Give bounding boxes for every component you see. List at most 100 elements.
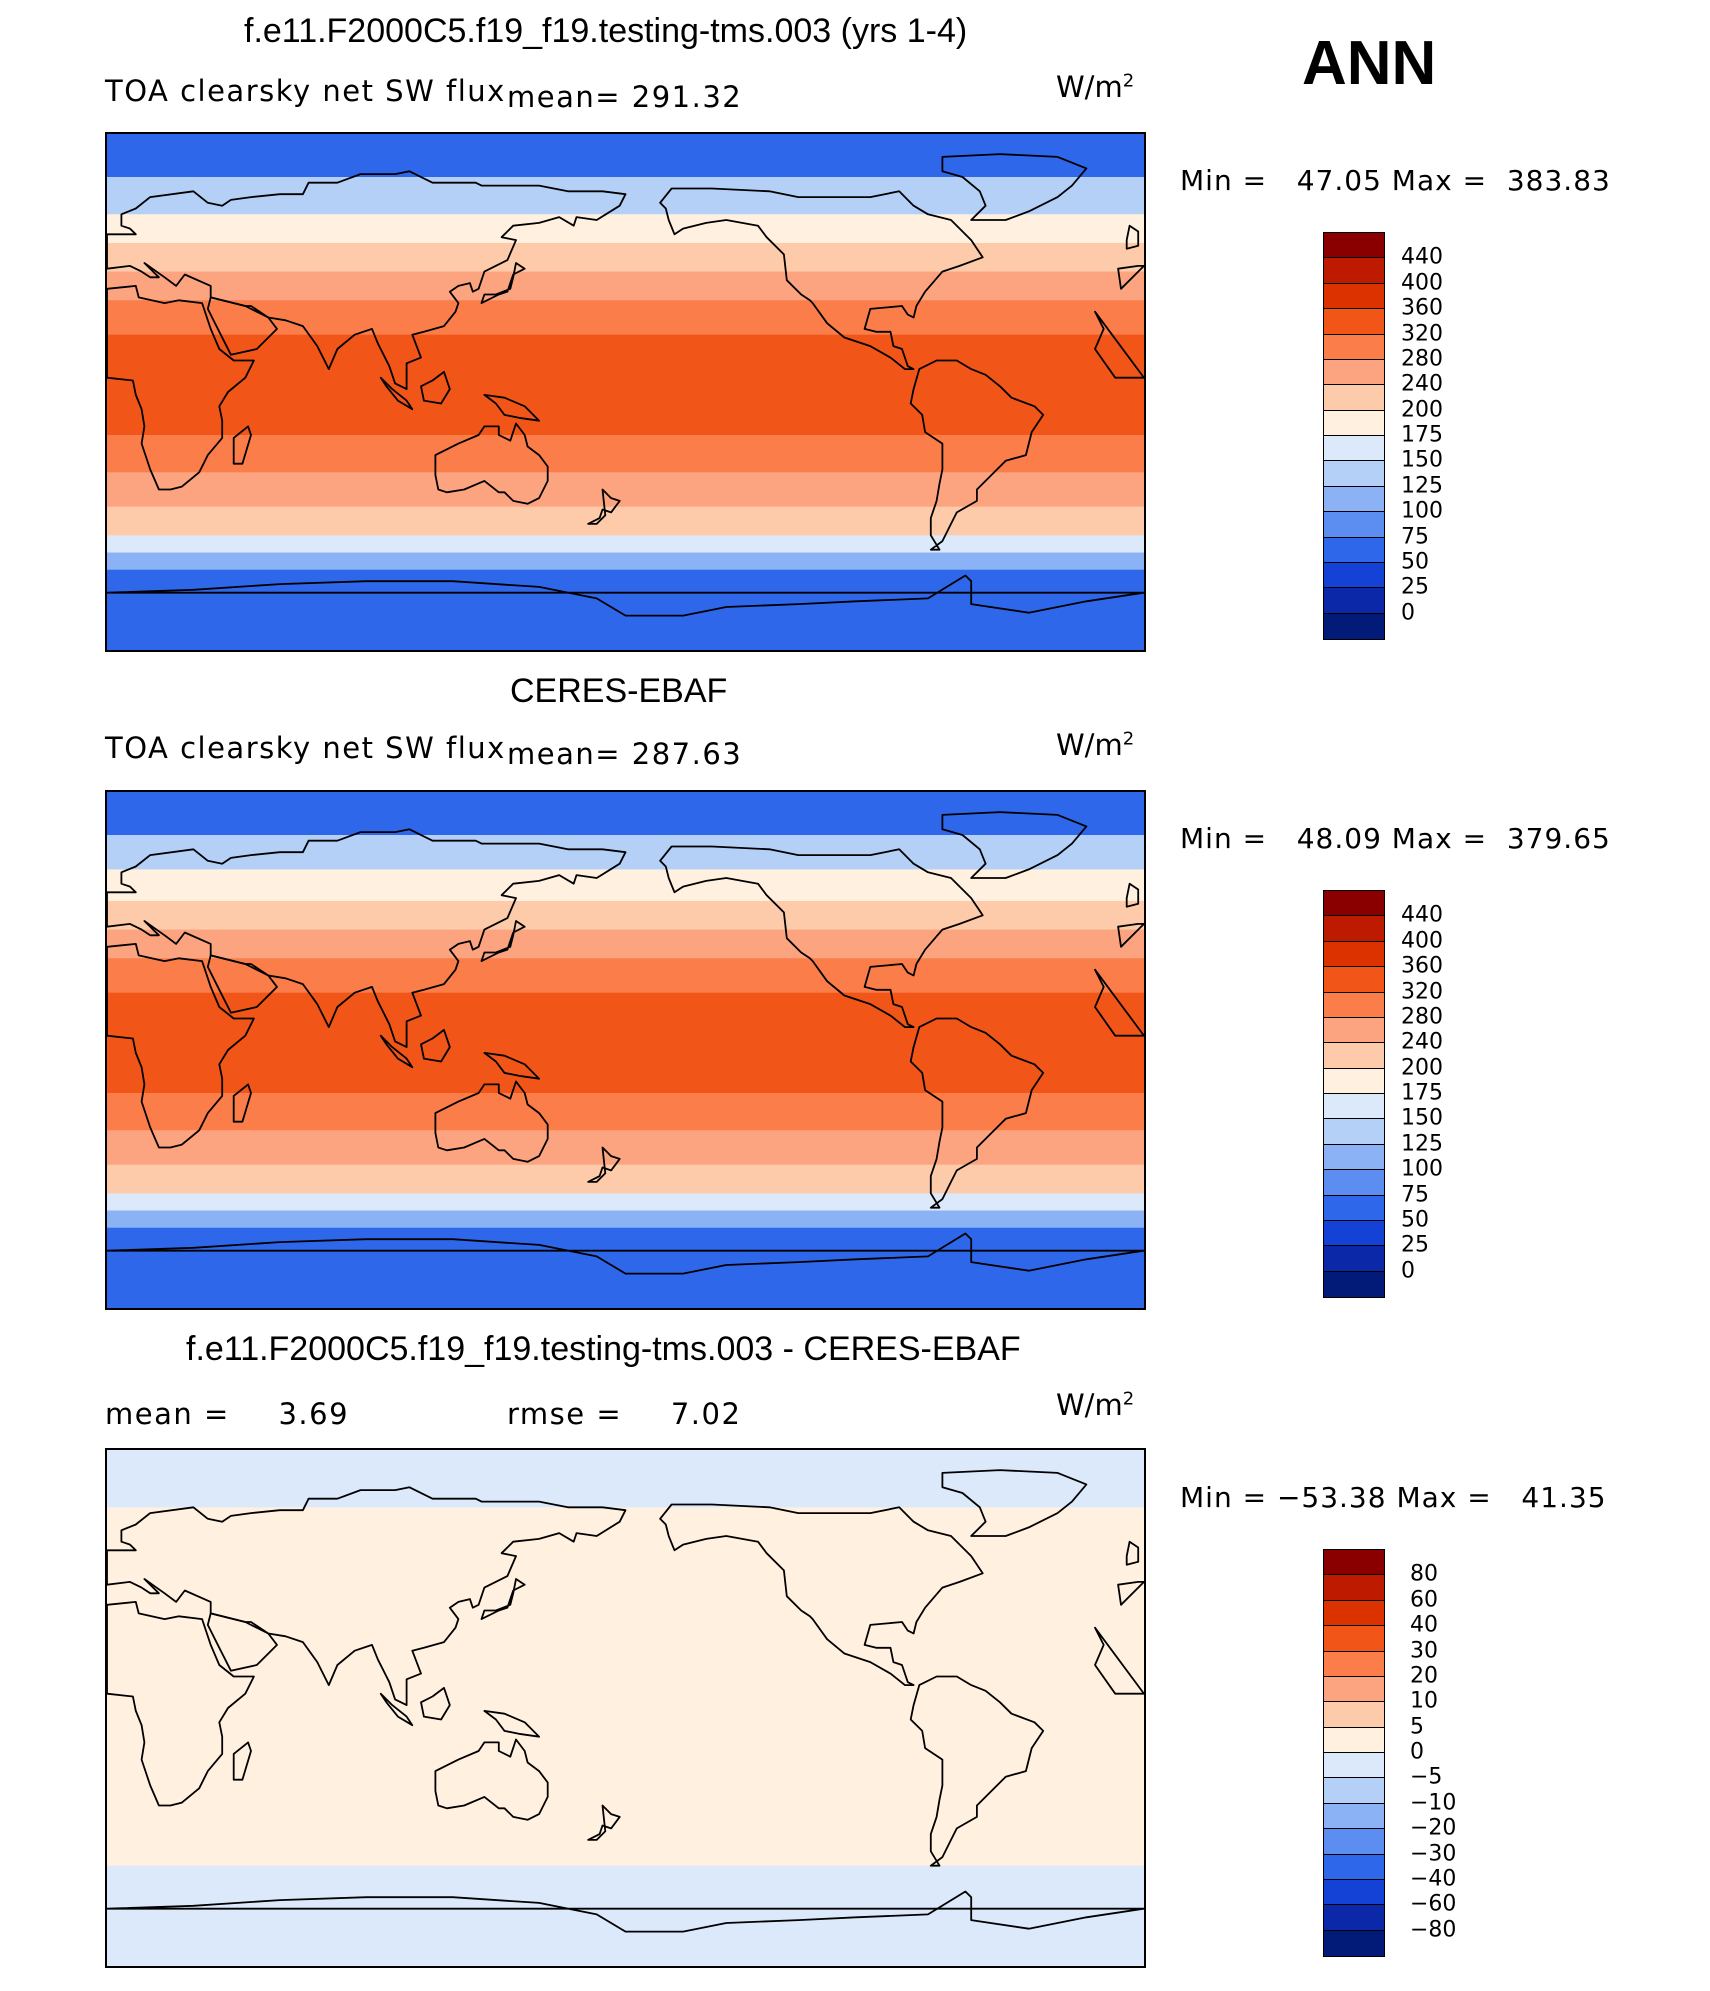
colorbar-box — [1324, 1600, 1384, 1627]
field-band — [107, 535, 1144, 554]
colorbar-label: 360 — [1401, 295, 1443, 321]
panel-2-units: W/m2 — [1056, 728, 1134, 762]
colorbar-label: 10 — [1410, 1688, 1438, 1714]
panel-3-mean: mean = 3.69 — [105, 1397, 349, 1431]
coastline — [909, 1675, 1045, 1867]
colorbar-box — [1324, 461, 1384, 487]
field-band — [107, 1210, 1144, 1229]
colorbar-box — [1324, 1930, 1384, 1956]
panel-2-stat: mean= 287.63 — [507, 737, 742, 771]
coastline — [379, 1034, 414, 1069]
main-title: f.e11.F2000C5.f19_f19.testing-tms.003 (y… — [244, 12, 968, 50]
colorbar-box — [1324, 1144, 1384, 1171]
colorbar-label: 400 — [1401, 270, 1443, 296]
coastline — [480, 920, 526, 963]
coastline — [587, 1146, 621, 1183]
colorbar-box — [1324, 537, 1384, 563]
coastline — [483, 393, 541, 422]
colorbar-label: 440 — [1401, 902, 1443, 928]
colorbar-label: 0 — [1410, 1739, 1424, 1765]
panel-2-colorbar-labels: 440 400 360 320 280 240 200 175 150 125 100 75 50 25 0 — [1401, 890, 1481, 1296]
field-band — [107, 242, 1144, 273]
colorbar-label: 25 — [1401, 574, 1429, 600]
coastline — [1094, 1626, 1144, 1695]
colorbar-label: 20 — [1410, 1663, 1438, 1689]
coastline — [587, 1804, 621, 1841]
coastline — [420, 1028, 451, 1063]
colorbar-box — [1324, 1271, 1384, 1297]
panel-3-map-svg — [107, 1450, 1144, 1966]
panel-1-units-base: W/m — [1056, 70, 1123, 104]
colorbar-box — [1324, 1753, 1384, 1779]
coastline — [107, 1600, 255, 1807]
colorbar-box — [1324, 1905, 1384, 1931]
field-band — [107, 569, 1144, 650]
field-band — [107, 1093, 1144, 1131]
coastline — [379, 376, 414, 411]
colorbar-box — [1324, 1195, 1384, 1221]
coastline — [434, 1738, 549, 1821]
colorbar-label: 200 — [1401, 397, 1443, 423]
colorbar-label: 125 — [1401, 1131, 1443, 1157]
field-band — [107, 869, 1144, 902]
field-band — [107, 552, 1144, 571]
colorbar-box — [1324, 1879, 1384, 1906]
coastline — [1125, 1540, 1140, 1566]
colorbar-label: −5 — [1410, 1764, 1443, 1790]
colorbar-box — [1324, 941, 1384, 968]
panel-1-stat-value: 291.32 — [631, 80, 743, 114]
coastline — [1117, 922, 1144, 948]
panel-1-variable: TOA clearsky net SW flux — [105, 74, 506, 108]
coastline — [483, 1709, 541, 1738]
colorbar-box — [1324, 486, 1384, 513]
coastline — [1125, 224, 1140, 250]
panel-2-units-base: W/m — [1056, 728, 1123, 762]
colorbar-box — [1324, 1220, 1384, 1247]
colorbar-box — [1324, 385, 1384, 411]
colorbar-box — [1324, 1550, 1384, 1576]
colorbar-label: 80 — [1410, 1561, 1438, 1587]
coastline — [659, 187, 984, 371]
field-band — [107, 958, 1144, 994]
colorbar-label: 280 — [1401, 346, 1443, 372]
panel-1-colorbar-labels: 440 400 360 320 280 240 200 175 150 125 100 75 50 25 0 — [1401, 232, 1481, 638]
colorbar-box — [1324, 1043, 1384, 1069]
panel-1-map-svg — [107, 134, 1144, 650]
field-band — [107, 929, 1144, 959]
colorbar-label: 75 — [1401, 1182, 1429, 1207]
coastline — [107, 1890, 1144, 1933]
colorbar-label: 0 — [1401, 600, 1415, 626]
panel-3-colorbar-labels: 80 60 40 30 20 10 5 0 −5 −10 −20 −30 −40 −60 −80 — [1410, 1549, 1490, 1955]
coastline — [941, 811, 1088, 879]
panel-1-stat-label: mean= — [507, 80, 622, 114]
colorbar-label: 320 — [1401, 321, 1443, 346]
field-band — [107, 1193, 1144, 1212]
panel-3-minmax: Min = −53.38 Max = 41.35 — [1180, 1481, 1607, 1514]
colorbar-label: 360 — [1401, 953, 1443, 979]
colorbar-box — [1324, 562, 1384, 589]
colorbar-label: 280 — [1401, 1004, 1443, 1030]
colorbar-label: 150 — [1401, 447, 1443, 473]
panel-3-units-base: W/m — [1056, 1388, 1123, 1422]
field-band — [107, 1865, 1144, 1966]
field-band — [107, 1227, 1144, 1308]
coastline — [420, 1686, 451, 1721]
colorbar-box — [1324, 233, 1384, 259]
panel-3-title: f.e11.F2000C5.f19_f19.testing-tms.003 - … — [186, 1330, 1021, 1368]
colorbar-label: 5 — [1410, 1714, 1424, 1740]
colorbar-label: 100 — [1401, 498, 1443, 524]
coastline — [941, 1469, 1088, 1537]
colorbar-box — [1324, 1829, 1384, 1855]
field-band — [107, 271, 1144, 301]
colorbar-label: 60 — [1410, 1587, 1438, 1613]
coastline — [434, 422, 549, 505]
coastline — [909, 1017, 1045, 1209]
colorbar-box — [1324, 1803, 1384, 1830]
colorbar-label: −60 — [1410, 1891, 1457, 1917]
colorbar-box — [1324, 1651, 1384, 1677]
field-band — [107, 1164, 1144, 1194]
colorbar-box — [1324, 1778, 1384, 1804]
panel-2-title: CERES-EBAF — [510, 672, 728, 710]
field-band — [107, 900, 1144, 931]
coastline — [107, 1232, 1144, 1275]
